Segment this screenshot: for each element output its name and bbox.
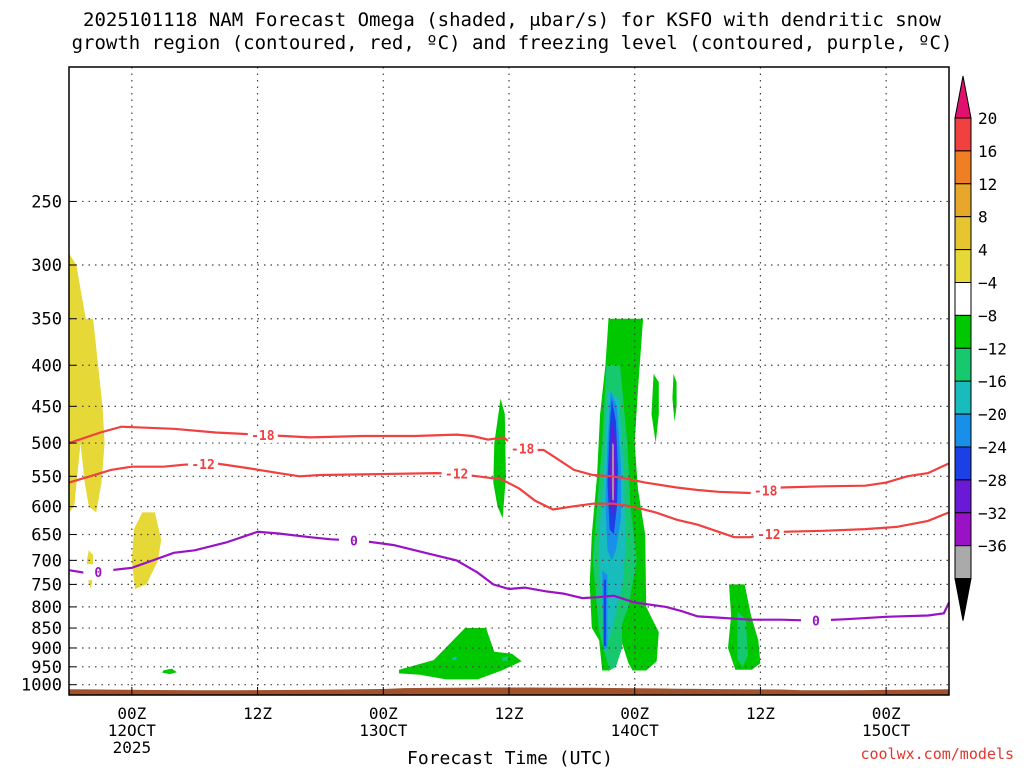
- y-tick-label: 550: [31, 467, 62, 487]
- colorbar-segment: [954, 413, 972, 448]
- contour-label--12: -12: [445, 468, 468, 483]
- contour-label--12: -12: [191, 458, 214, 473]
- omega-region-0-level-4: [69, 253, 105, 513]
- y-tick-label: 300: [31, 256, 62, 276]
- contour-label-0: 0: [812, 614, 820, 629]
- x-tick-label: 13OCT: [359, 721, 408, 740]
- x-tick-label: 14OCT: [611, 721, 660, 740]
- colorbar-label: −12: [978, 339, 1007, 358]
- y-tick-label: 850: [31, 619, 62, 639]
- x-tick-label: 12Z: [495, 704, 524, 723]
- colorbar-segment: [954, 479, 972, 514]
- colorbar-segment: [954, 512, 972, 547]
- y-tick-label: 250: [31, 192, 62, 212]
- colorbar-segment: [954, 282, 972, 316]
- omega-region-3-level--4: [162, 668, 177, 675]
- y-tick-label: 750: [31, 575, 62, 595]
- colorbar-label: −4: [978, 274, 997, 293]
- x-tick-label: 00Z: [369, 704, 398, 723]
- colorbar-segment: [954, 117, 972, 152]
- chart-title-line-2: growth region (contoured, red, ºC) and f…: [71, 32, 953, 54]
- colorbar-label: −28: [978, 471, 1007, 490]
- colorbar-label: 4: [978, 241, 988, 260]
- x-axis-label: Forecast Time (UTC): [407, 748, 613, 768]
- colorbar-segment: [954, 314, 972, 349]
- omega-region-8-level--4: [672, 373, 677, 422]
- contour-label--12: -12: [757, 528, 780, 543]
- contour-label-0: 0: [350, 534, 358, 549]
- colorbar-segment: [954, 380, 972, 415]
- colorbar-label: −24: [978, 438, 1007, 457]
- x-tick-label: 12OCT: [108, 721, 157, 740]
- colorbar-label: −36: [978, 537, 1007, 556]
- colorbar-segment: [954, 446, 972, 481]
- y-tick-label: 800: [31, 598, 62, 618]
- plot-frame: [68, 66, 950, 696]
- x-tick-label: 15OCT: [862, 721, 911, 740]
- y-tick-label: 700: [31, 551, 62, 571]
- colorbar-label: 16: [978, 142, 997, 161]
- y-tick-label: 500: [31, 434, 62, 454]
- contour-label--18: -18: [251, 429, 275, 444]
- omega-region-12-level--8: [501, 656, 508, 662]
- colorbar-segment: [954, 347, 972, 382]
- omega-region-2-level-4: [131, 512, 162, 589]
- colorbar-label: −16: [978, 372, 1007, 391]
- colorbar-bottom-arrow: [954, 578, 972, 621]
- colorbar: 20 16 12 8 4 −4 −8 −12 −16 −20 −24 −28 −32 −36: [954, 75, 1007, 621]
- y-tick-label: 650: [31, 526, 62, 546]
- chart-title-line-1: 2025101118 NAM Forecast Omega (shaded, μ…: [83, 9, 941, 31]
- colorbar-top-arrow: [954, 75, 972, 119]
- colorbar-label: 20: [978, 109, 997, 128]
- y-tick-label: 950: [31, 658, 62, 678]
- omega-region-5-level--4: [493, 398, 506, 519]
- contour-0: [68, 530, 950, 622]
- colorbar-segment: [954, 249, 972, 284]
- x-tick-label: 00Z: [117, 704, 146, 723]
- colorbar-segment: [954, 216, 972, 251]
- colorbar-label: 8: [978, 208, 988, 227]
- x-tick-label: 00Z: [620, 704, 649, 723]
- omega-region-21-level--32: [612, 443, 614, 501]
- y-tick-label: 450: [31, 397, 62, 417]
- colorbar-label: 12: [978, 175, 997, 194]
- omega-region-11-level--8: [737, 611, 748, 667]
- omega-region-18-level--20: [603, 579, 606, 646]
- omega-region-7-level--4: [651, 373, 659, 444]
- x-tick-label: 2025: [113, 738, 152, 757]
- y-tick-label: 900: [31, 639, 62, 659]
- contour-label--18: -18: [754, 484, 778, 499]
- source-credit: coolwx.com/models: [860, 745, 1014, 763]
- colorbar-label: −32: [978, 504, 1007, 523]
- colorbar-label: −20: [978, 405, 1007, 424]
- colorbar-segment: [954, 545, 972, 580]
- colorbar-label: −8: [978, 306, 997, 325]
- x-tick-label: 00Z: [872, 704, 901, 723]
- y-tick-label: 350: [31, 310, 62, 330]
- omega-region-4-level--4: [399, 628, 522, 680]
- y-tick-label: 600: [31, 498, 62, 518]
- x-tick-label: 12Z: [243, 704, 272, 723]
- y-tick-label: 1000: [21, 676, 62, 696]
- colorbar-segment: [954, 150, 972, 185]
- contour-label-0: 0: [94, 566, 102, 581]
- omega-region-14-level--12: [452, 656, 457, 661]
- contour--12: [68, 462, 950, 539]
- contour-label--18: -18: [511, 442, 535, 457]
- colorbar-segment: [954, 183, 972, 218]
- y-tick-label: 400: [31, 356, 62, 376]
- x-tick-label: 12Z: [746, 704, 775, 723]
